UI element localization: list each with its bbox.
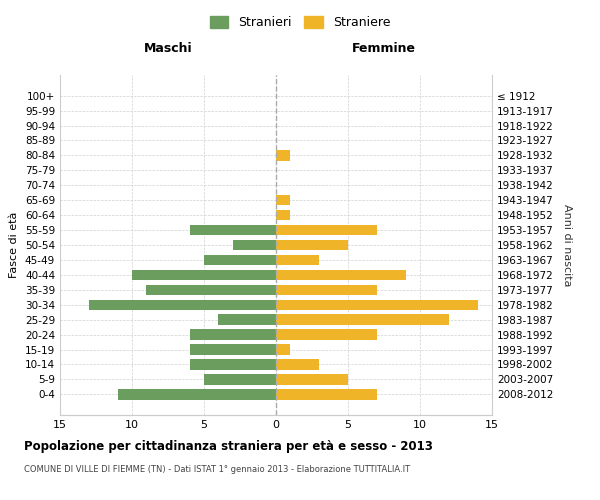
Bar: [276, 389, 377, 400]
Y-axis label: Fasce di età: Fasce di età: [10, 212, 19, 278]
Bar: [276, 284, 377, 295]
Bar: [276, 254, 319, 265]
Bar: [218, 314, 276, 325]
Bar: [276, 300, 478, 310]
Bar: [132, 270, 276, 280]
Legend: Stranieri, Straniere: Stranieri, Straniere: [205, 11, 395, 34]
Bar: [89, 300, 276, 310]
Bar: [276, 359, 319, 370]
Bar: [118, 389, 276, 400]
Bar: [190, 359, 276, 370]
Bar: [204, 374, 276, 384]
Bar: [146, 284, 276, 295]
Text: Femmine: Femmine: [352, 42, 416, 55]
Bar: [276, 195, 290, 205]
Bar: [276, 150, 290, 160]
Bar: [276, 314, 449, 325]
Bar: [276, 240, 348, 250]
Bar: [276, 225, 377, 235]
Text: Popolazione per cittadinanza straniera per età e sesso - 2013: Popolazione per cittadinanza straniera p…: [24, 440, 433, 453]
Bar: [276, 210, 290, 220]
Bar: [190, 225, 276, 235]
Bar: [233, 240, 276, 250]
Text: COMUNE DI VILLE DI FIEMME (TN) - Dati ISTAT 1° gennaio 2013 - Elaborazione TUTTI: COMUNE DI VILLE DI FIEMME (TN) - Dati IS…: [24, 465, 410, 474]
Bar: [276, 344, 290, 354]
Bar: [276, 374, 348, 384]
Bar: [204, 254, 276, 265]
Bar: [276, 270, 406, 280]
Bar: [190, 330, 276, 340]
Bar: [190, 344, 276, 354]
Y-axis label: Anni di nascita: Anni di nascita: [562, 204, 572, 286]
Bar: [276, 330, 377, 340]
Text: Maschi: Maschi: [143, 42, 193, 55]
